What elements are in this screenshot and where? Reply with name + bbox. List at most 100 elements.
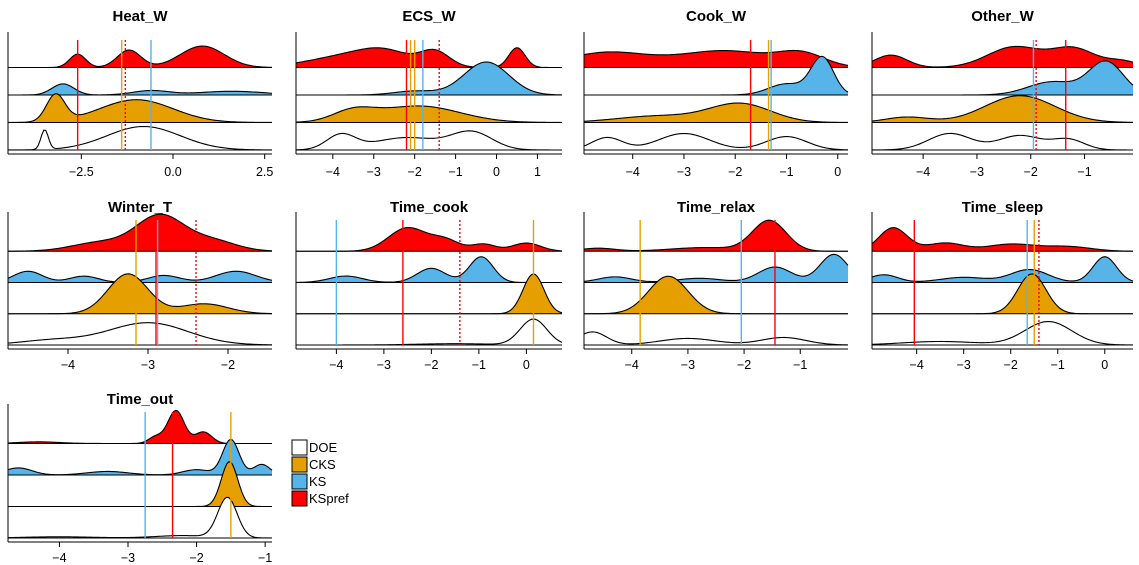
panel-title: ECS_W [402,8,456,25]
panel-title: Winter_T [108,199,172,216]
panel-time-out: Time_out −4 −3 −2 −1 [7,391,273,565]
panel-title: Time_sleep [962,199,1043,216]
panel-title: Time_out [107,391,173,408]
x-tick-label: −2 [1004,358,1018,372]
ridge-kspref [296,227,562,252]
ridge-cks [8,93,272,123]
ridge-doe [584,331,848,345]
ridge-ks [8,439,272,475]
ridge-kspref [584,220,848,252]
ridge-cks [8,461,272,507]
panel-ecs-w: ECS_W −4 −3 −2 −1 0 1 [295,8,563,179]
panel-cook-w: Cook_W −4 −3 −2 −1 0 [583,8,849,179]
x-tick-label: −1 [1077,165,1091,179]
ridge-outline-doe [7,496,273,539]
x-tick-label: −2 [408,165,422,179]
ridge-cks [872,95,1133,123]
legend: DOE CKS KS KSpref [291,439,349,507]
x-tick-label: −4 [326,165,340,179]
panel-title: Heat_W [112,8,168,25]
ridge-kspref [8,410,272,444]
x-tick-label: −2 [221,358,235,372]
ridge-ks [296,61,562,95]
x-tick-label: −4 [910,358,924,372]
ridge-outline-kspref [583,49,849,66]
legend-label-doe: DOE [309,440,338,455]
ridge-doe [872,321,1133,345]
ridge-outline-kspref [583,219,848,252]
ridge-outline-doe [295,130,562,151]
ridge-outline-cks [295,105,562,124]
ridge-kspref [296,47,562,68]
ridge-outline-ks [8,83,273,96]
x-tick-label: −3 [377,358,391,372]
ridge-outline-doe [583,132,849,151]
ridge-ks [8,271,272,283]
x-tick-label: −4 [916,165,930,179]
panel-title: Time_cook [390,199,469,216]
ridge-ks [872,60,1133,95]
x-tick-label: −2 [424,358,438,372]
panel-time-sleep: Time_sleep −4 −3 −2 −1 0 [871,199,1134,372]
ridge-ks [584,56,848,95]
x-tick-label: −2 [737,358,751,372]
ridge-doe [8,497,272,538]
ridge-outline-kspref [7,213,273,252]
ridge-kspref [872,227,1133,252]
ridge-ks [8,83,272,95]
x-tick-label: −1 [472,358,486,372]
ridge-outline-cks [7,93,273,124]
ridge-ks [296,256,562,283]
ridge-cks [296,273,562,314]
ridge-outline-doe [8,125,273,151]
x-tick-label: −4 [61,358,75,372]
x-tick-label: −4 [52,551,66,565]
x-tick-label: 0.0 [164,165,181,179]
panel-time-cook: Time_cook −4 −3 −2 −1 0 [295,199,563,372]
ridge-kspref [8,46,272,68]
x-tick-label: −1 [448,165,462,179]
x-tick-label: −1 [793,358,807,372]
x-tick-label: −3 [141,358,155,372]
x-tick-label: 0 [1101,358,1108,372]
panel-winter-t: Winter_T −4 −3 −2 [7,199,273,372]
legend-label-kspref: KSpref [309,491,349,506]
x-tick-label: −3 [677,165,691,179]
panel-title: Other_W [971,8,1034,25]
x-tick-label: −4 [626,165,640,179]
panel-title: Cook_W [686,8,747,25]
x-tick-label: −4 [329,358,343,372]
legend-label-cks: CKS [309,457,336,472]
ridge-outline-cks [583,102,849,124]
x-tick-label: 1 [534,165,541,179]
ridge-doe [8,126,272,150]
x-tick-label: −3 [957,358,971,372]
x-tick-label: −2 [1024,165,1038,179]
panel-title: Time_relax [677,199,756,216]
x-tick-label: −3 [367,165,381,179]
ridge-cks [296,105,562,123]
legend-label-ks: KS [309,474,327,489]
panel-heat-w: Heat_W −2.5 0.0 2.5 [7,8,273,179]
ridge-outline-kspref [871,227,1134,252]
ridge-outline-doe [7,322,273,346]
ridge-cks [584,276,848,314]
ridge-ks [872,256,1133,283]
x-tick-label: −3 [121,551,135,565]
ridge-doe [296,130,562,150]
ridge-ks [584,254,848,283]
legend-swatch-doe [291,439,308,456]
x-tick-label: −2 [189,551,203,565]
ridge-outline-ks [871,256,1134,282]
x-tick-label: −2 [728,165,742,179]
x-tick-label: −1 [1051,358,1065,372]
panel-time-relax: Time_relax −4 −3 −2 −1 [583,199,849,372]
ridge-outline-kspref [295,47,562,69]
ridge-cks [8,273,272,314]
x-tick-label: 0 [493,165,500,179]
ridge-outline-kspref [7,409,272,445]
legend-swatch-kspref [291,490,308,507]
ridge-doe [8,322,272,345]
ridge-outline-cks [871,95,1134,123]
